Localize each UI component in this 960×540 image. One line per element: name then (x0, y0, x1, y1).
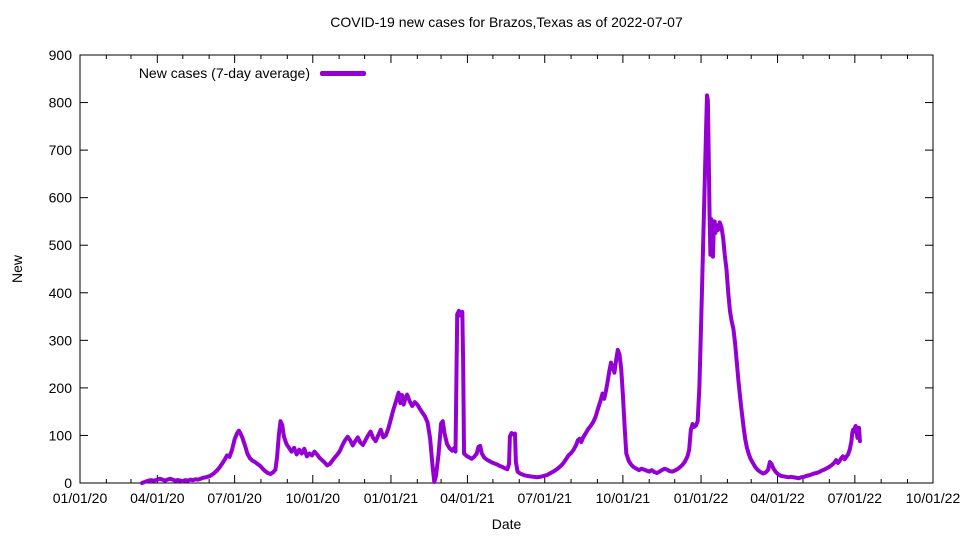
y-tick-label: 500 (49, 237, 73, 253)
y-tick-label: 700 (49, 142, 73, 158)
legend-series-label: New cases (7-day average) (138, 65, 310, 81)
x-tick-label: 10/01/21 (596, 490, 651, 506)
x-axis-label: Date (491, 516, 522, 532)
y-tick-label: 200 (49, 380, 73, 396)
series-line (140, 93, 862, 485)
legend-line-swatch (320, 70, 366, 76)
chart-title: COVID-19 new cases for Brazos,Texas as o… (330, 14, 683, 30)
x-tick-label: 01/01/21 (364, 490, 419, 506)
y-tick-label: 0 (64, 475, 72, 491)
x-tick-label: 01/01/20 (53, 490, 108, 506)
y-tick-label: 100 (49, 427, 73, 443)
x-tick-label: 04/01/22 (750, 490, 805, 506)
legend: New cases (7-day average) (80, 65, 366, 81)
x-tick-label: 10/01/20 (286, 490, 341, 506)
plot-border (79, 54, 934, 484)
y-tick-label: 300 (49, 332, 73, 348)
x-tick-label: 07/01/21 (517, 490, 572, 506)
x-tick-label: 01/01/22 (674, 490, 729, 506)
y-tick-label: 900 (49, 47, 73, 63)
x-tick-label: 04/01/20 (130, 490, 185, 506)
x-tick-label: 07/01/22 (828, 490, 883, 506)
x-tick-label: 07/01/20 (207, 490, 262, 506)
y-tick-label: 800 (49, 95, 73, 111)
x-tick-label: 04/01/21 (440, 490, 495, 506)
x-tick-label: 10/01/22 (906, 490, 960, 506)
y-tick-label: 600 (49, 190, 73, 206)
y-tick-label: 400 (49, 285, 73, 301)
